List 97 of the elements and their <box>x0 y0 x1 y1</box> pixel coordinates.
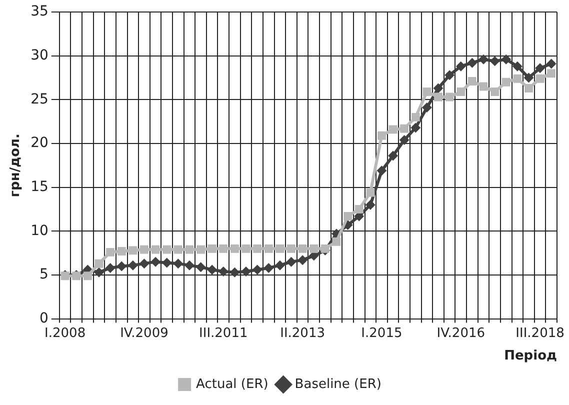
point <box>344 212 352 220</box>
y-tick-label: 10 <box>30 222 48 239</box>
point <box>456 88 466 96</box>
point <box>354 204 364 214</box>
x-axis-title: Період <box>504 348 557 364</box>
y-tick-label: 20 <box>30 135 48 152</box>
point <box>456 61 466 72</box>
point <box>434 92 442 102</box>
point <box>502 78 510 86</box>
point <box>218 266 228 276</box>
x-tick-label: III.2011 <box>199 326 248 341</box>
point <box>117 247 126 256</box>
point <box>310 244 318 253</box>
point <box>151 245 160 254</box>
point <box>196 245 206 254</box>
point <box>546 58 556 69</box>
y-tick-label: 25 <box>30 91 48 108</box>
point <box>298 255 308 266</box>
x-tick-label: II.2013 <box>280 326 325 341</box>
point <box>365 200 376 210</box>
y-axis-title: грн/дол. <box>8 134 24 198</box>
point <box>444 70 455 80</box>
point <box>479 82 488 91</box>
point <box>547 69 556 78</box>
point <box>173 258 184 269</box>
point <box>422 88 432 96</box>
point <box>162 245 172 254</box>
point <box>208 244 216 253</box>
point <box>128 260 138 270</box>
point <box>94 267 104 278</box>
point <box>252 264 262 275</box>
point <box>184 260 194 270</box>
point <box>162 258 172 268</box>
y-tick-label: 30 <box>30 47 48 64</box>
y-tick-label: 35 <box>30 4 48 20</box>
point <box>400 124 409 133</box>
point <box>253 244 262 253</box>
x-tick-label: I.2008 <box>44 326 86 341</box>
x-tick-label: IV.2009 <box>120 326 168 341</box>
x-tick-label: I.2015 <box>361 326 402 341</box>
point <box>524 72 534 83</box>
y-tick-label: 15 <box>30 178 48 195</box>
point <box>512 61 522 72</box>
point <box>422 102 432 113</box>
point <box>332 237 341 246</box>
point <box>490 88 500 96</box>
point <box>501 54 512 64</box>
point <box>116 261 127 272</box>
point <box>276 244 284 253</box>
point <box>128 246 138 255</box>
point <box>468 77 476 86</box>
point <box>490 56 500 66</box>
point <box>478 54 488 64</box>
point <box>105 262 116 273</box>
point <box>298 244 307 253</box>
y-tick-label: 0 <box>39 310 48 326</box>
point <box>377 131 386 140</box>
point <box>433 83 444 94</box>
point <box>388 125 398 134</box>
point <box>467 58 478 68</box>
point <box>241 266 252 276</box>
point <box>264 262 274 273</box>
point <box>286 256 296 267</box>
point <box>150 256 161 267</box>
legend-label: Baseline (ER) <box>294 376 382 392</box>
point <box>207 264 218 275</box>
point <box>366 188 375 197</box>
point <box>185 245 194 254</box>
point <box>287 244 296 253</box>
point <box>376 166 387 176</box>
point <box>94 259 104 268</box>
point <box>410 122 421 133</box>
x-tick-label: III.2018 <box>516 326 564 341</box>
point <box>274 260 285 270</box>
legend-label: Actual (ER) <box>196 376 268 392</box>
point <box>174 245 182 254</box>
point <box>320 244 330 253</box>
point <box>536 74 544 83</box>
point <box>83 272 92 280</box>
point <box>535 63 546 74</box>
point <box>230 244 239 253</box>
point <box>411 112 420 122</box>
point <box>139 258 150 269</box>
x-tick-label: IV.2016 <box>436 326 486 341</box>
point <box>106 248 115 256</box>
point <box>264 244 273 253</box>
point <box>196 262 206 272</box>
point <box>140 245 148 254</box>
point <box>513 74 522 83</box>
point <box>524 84 533 93</box>
point <box>388 150 398 161</box>
point <box>219 244 228 253</box>
y-tick-label: 5 <box>39 266 48 283</box>
point <box>242 244 250 253</box>
point <box>445 92 454 102</box>
point <box>399 134 410 145</box>
point <box>230 267 240 278</box>
